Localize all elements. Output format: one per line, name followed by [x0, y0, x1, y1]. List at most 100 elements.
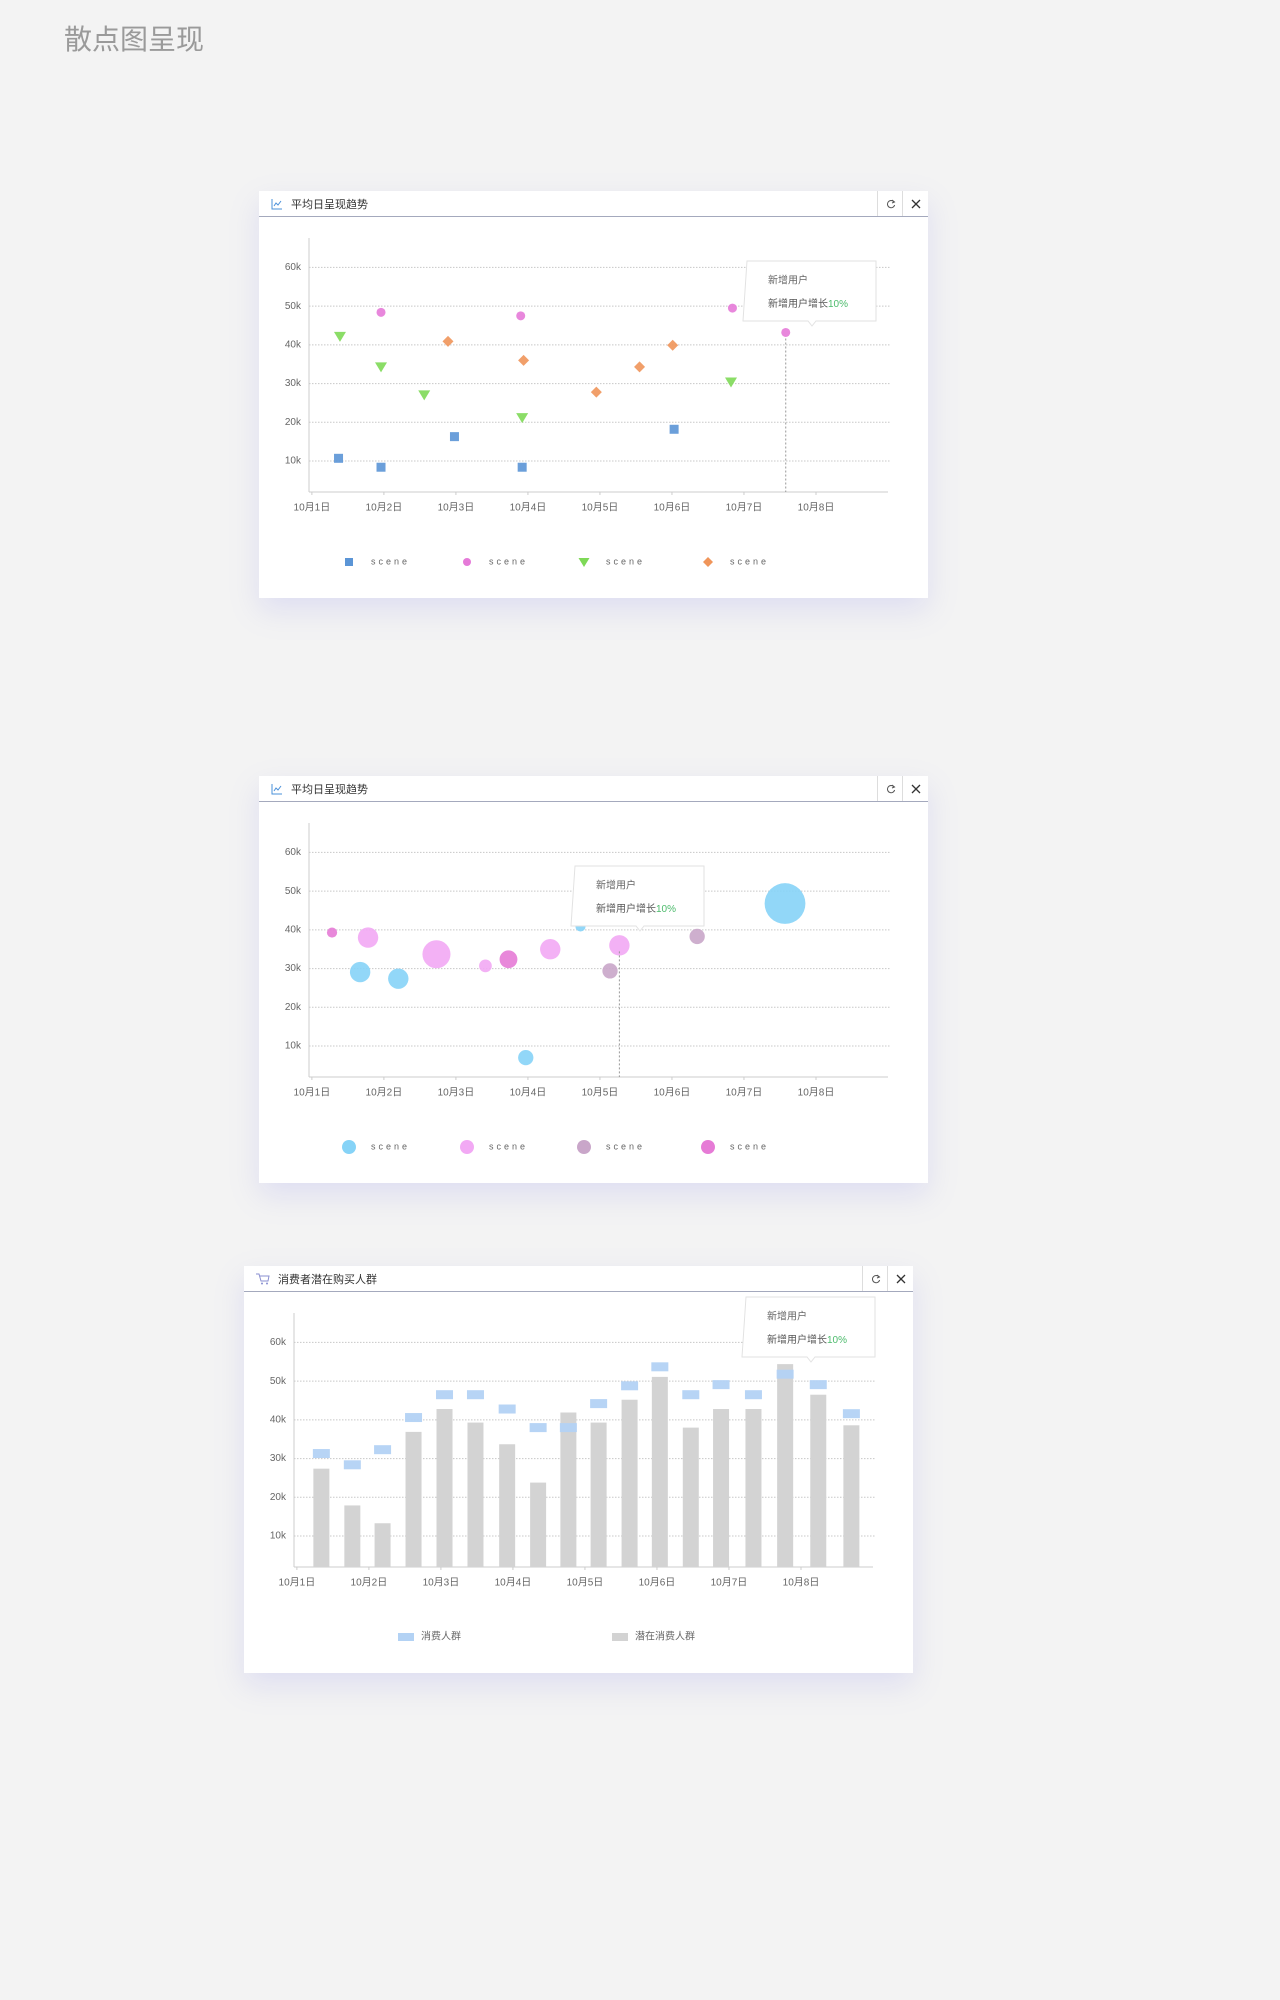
- refresh-button[interactable]: [877, 776, 903, 801]
- bar: [682, 1427, 699, 1567]
- scatter-point: [590, 386, 602, 398]
- scatter-point: [333, 331, 346, 342]
- scatter-point: [334, 453, 344, 463]
- x-tick-label: 10月6日: [654, 1087, 691, 1099]
- bar-marker: [436, 1390, 454, 1400]
- bar: [436, 1409, 453, 1567]
- bar-marker: [405, 1413, 423, 1423]
- chart-icon: [271, 783, 282, 794]
- y-tick-label: 10k: [285, 1041, 302, 1052]
- scatter-point: [517, 462, 527, 472]
- panel-title: 消费者潜在购买人群: [278, 1273, 377, 1286]
- bubble: [422, 940, 451, 969]
- x-tick-label: 10月4日: [510, 1087, 547, 1099]
- scatter-point: [727, 303, 737, 313]
- tooltip-label: 新增用户增长: [768, 297, 828, 310]
- legend-label: scene: [371, 556, 410, 566]
- x-tick-label: 10月3日: [438, 502, 475, 514]
- bubble: [479, 959, 492, 973]
- refresh-button[interactable]: [877, 191, 903, 216]
- bar-marker: [651, 1362, 669, 1372]
- x-tick-label: 10月3日: [423, 1577, 460, 1589]
- scatter-point: [376, 462, 386, 472]
- bubble: [540, 939, 561, 960]
- bar: [374, 1523, 391, 1567]
- legend-label: scene: [730, 1141, 769, 1151]
- scatter-point: [634, 361, 646, 373]
- bar: [590, 1422, 607, 1567]
- legend-swatch: [463, 558, 471, 566]
- chart-panel: 平均日呈现趋势 10k 20k 30k 40k 50k 60k 10月1日 10月2日 10月3…: [259, 191, 928, 598]
- x-tick-label: 10月2日: [366, 1087, 403, 1099]
- close-button[interactable]: [902, 191, 928, 216]
- legend-swatch: [577, 1140, 591, 1154]
- legend-label: scene: [606, 556, 645, 566]
- bar: [467, 1422, 484, 1567]
- x-tick-label: 10月2日: [351, 1577, 388, 1589]
- bar-marker: [682, 1390, 700, 1400]
- panel-title: 平均日呈现趋势: [291, 198, 368, 211]
- y-tick-label: 10k: [285, 456, 302, 467]
- bar-marker: [529, 1423, 547, 1433]
- tooltip-highlight: 10%: [828, 299, 848, 310]
- legend-label: scene: [489, 556, 528, 566]
- tooltip-label: 新增用户增长: [767, 1333, 827, 1346]
- chart: 10k 20k 30k 40k 50k 60k 10月1日 10月2日 10月3日 10月4日 10…: [285, 823, 890, 1154]
- refresh-button[interactable]: [862, 1266, 888, 1291]
- scatter-point: [376, 307, 386, 317]
- legend-label: 消费人群: [421, 1630, 461, 1643]
- x-tick-label: 10月8日: [783, 1577, 820, 1589]
- bar-marker: [621, 1381, 639, 1391]
- bar: [530, 1482, 547, 1567]
- legend-swatch: [578, 558, 590, 567]
- bubble: [518, 1049, 534, 1066]
- tooltip-highlight: 10%: [827, 1335, 847, 1346]
- x-tick-label: 10月5日: [582, 1087, 619, 1099]
- bar: [745, 1409, 762, 1567]
- chart: 10k 20k 30k 40k 50k 60k 10月1日 10月2日 10月3日 10月4日 10…: [285, 238, 890, 567]
- close-button[interactable]: [887, 1266, 913, 1291]
- x-tick-label: 10月4日: [495, 1577, 532, 1589]
- tooltip-box: [570, 865, 705, 932]
- bar-marker: [842, 1409, 860, 1419]
- y-tick-label: 30k: [285, 963, 302, 974]
- bubble: [326, 927, 338, 938]
- bubble: [764, 883, 806, 924]
- bar: [810, 1394, 827, 1567]
- y-tick-label: 60k: [270, 1337, 287, 1348]
- bar-marker: [498, 1404, 516, 1414]
- page-title: 散点图呈现: [64, 24, 205, 55]
- panel-header: 消费者潜在购买人群: [244, 1266, 913, 1292]
- panel-header: 平均日呈现趋势: [259, 776, 928, 802]
- tooltip-box: [741, 1296, 876, 1363]
- y-tick-label: 30k: [285, 378, 302, 389]
- y-tick-label: 40k: [285, 925, 302, 936]
- y-tick-label: 40k: [285, 340, 302, 351]
- bubble: [499, 950, 518, 969]
- cart-icon: [256, 1273, 270, 1284]
- bubble: [602, 963, 618, 979]
- bar-marker: [374, 1445, 392, 1455]
- scatter-point: [725, 377, 738, 388]
- scatter-point: [375, 362, 388, 373]
- bar: [499, 1444, 516, 1567]
- bar-marker: [312, 1449, 330, 1459]
- scatter-point: [667, 339, 679, 351]
- bar: [843, 1425, 860, 1567]
- x-tick-label: 10月1日: [279, 1577, 316, 1589]
- scatter-point: [449, 432, 459, 442]
- y-tick-label: 50k: [285, 886, 302, 897]
- tooltip-label: 新增用户增长: [596, 902, 656, 915]
- x-tick-label: 10月7日: [711, 1577, 748, 1589]
- legend-swatch: [460, 1140, 474, 1154]
- legend-swatch: [345, 558, 353, 566]
- bubble: [609, 935, 630, 956]
- legend-label: scene: [730, 556, 769, 566]
- legend-label: 潜在消费人群: [635, 1630, 695, 1643]
- x-tick-label: 10月7日: [726, 1087, 763, 1099]
- bubble: [349, 961, 371, 983]
- close-button[interactable]: [902, 776, 928, 801]
- y-tick-label: 50k: [270, 1376, 287, 1387]
- tooltip-text: 新增用户增长10%: [767, 1333, 847, 1346]
